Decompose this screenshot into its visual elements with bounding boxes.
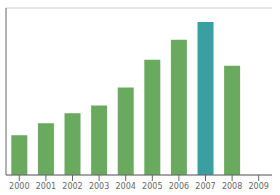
svg-text:2004: 2004 xyxy=(116,182,136,191)
svg-text:2003: 2003 xyxy=(89,182,109,191)
svg-text:2008: 2008 xyxy=(222,182,242,191)
svg-text:2001: 2001 xyxy=(36,182,56,191)
svg-text:2006: 2006 xyxy=(169,182,189,191)
svg-text:2005: 2005 xyxy=(142,182,162,191)
svg-text:2007: 2007 xyxy=(195,182,215,191)
svg-text:2002: 2002 xyxy=(62,182,82,191)
svg-text:2009: 2009 xyxy=(249,182,269,191)
svg-text:2000: 2000 xyxy=(9,182,29,191)
